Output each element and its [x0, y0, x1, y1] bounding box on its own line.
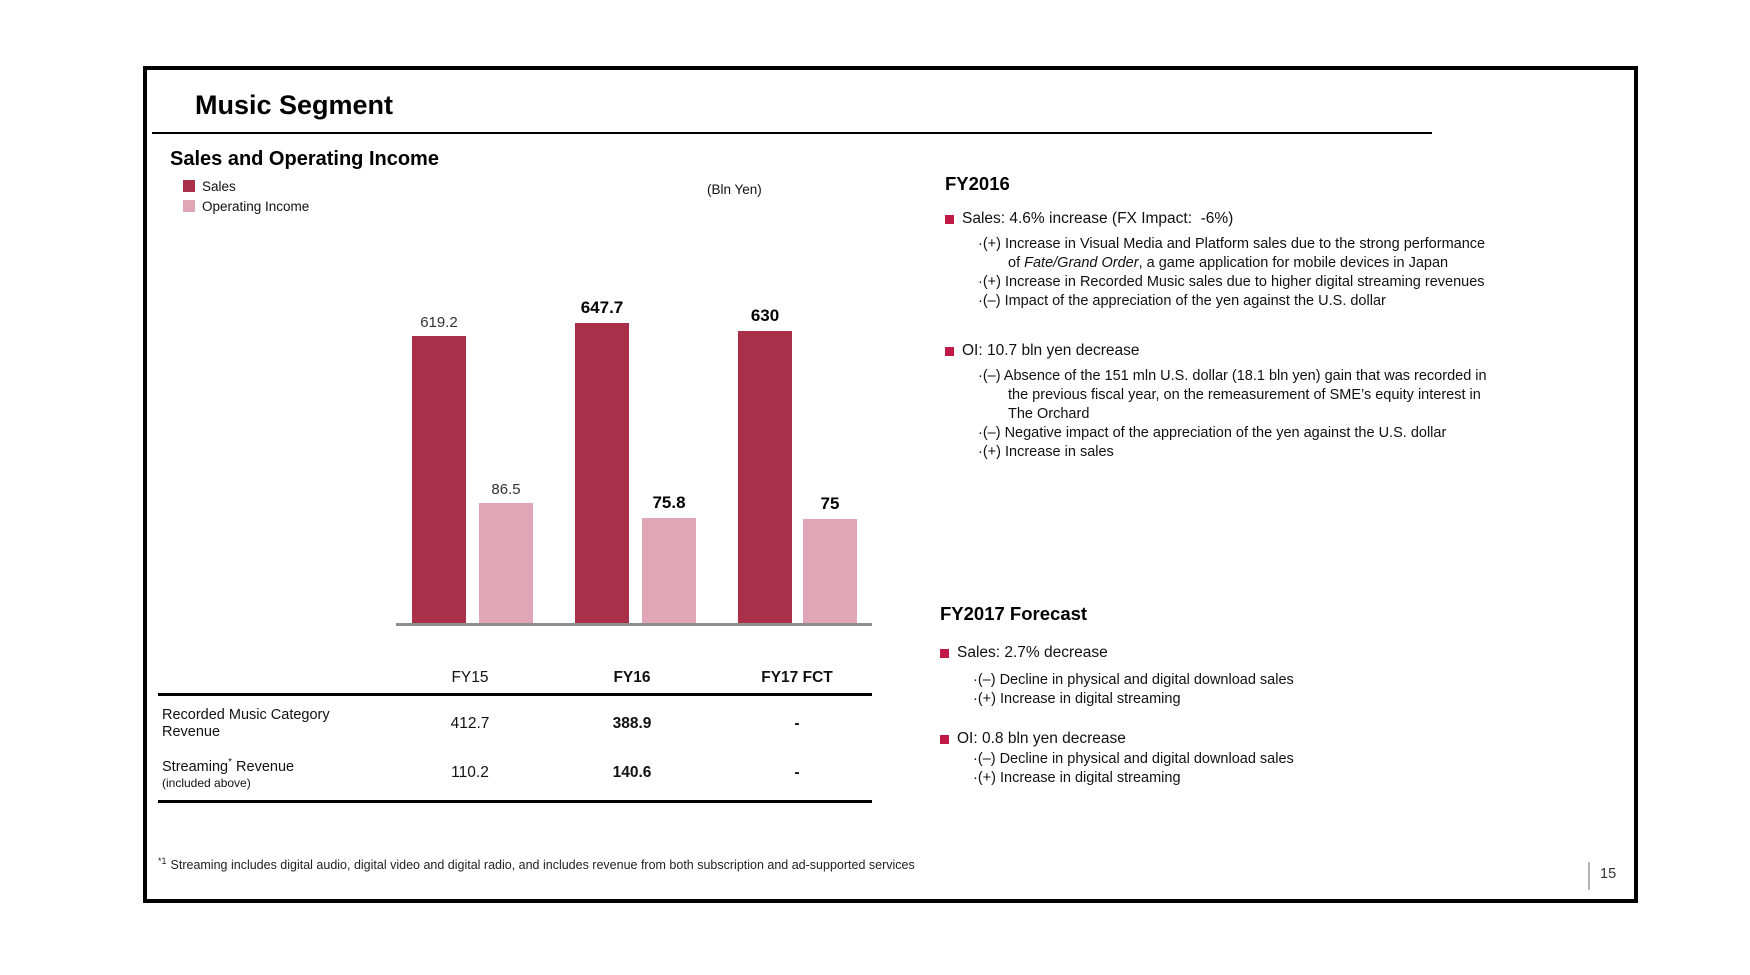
cell-recorded-fy17: - [794, 715, 800, 732]
sub-bullet: ·(–) Impact of the appreciation of the y… [978, 293, 1386, 309]
sub-bullet: ·(–) Absence of the 151 mln U.S. dollar … [978, 368, 1491, 422]
bar-operating-income-fy16 [642, 518, 696, 623]
fy2016-sales-bullet: Sales: 4.6% increase (FX Impact: -6%) [945, 209, 1545, 228]
table-row: Streaming* Revenue (included above) 110.… [158, 746, 872, 803]
page-number: 15 [1600, 866, 1617, 882]
sub-bullet: ·(–) Decline in physical and digital dow… [973, 751, 1294, 767]
operating-income-swatch-icon [183, 200, 195, 212]
bar-value-label-operating-income-fy16: 75.8 [652, 493, 686, 512]
chart-legend: Sales Operating Income [183, 176, 309, 216]
table-header-fy17-fct: FY17 FCT [761, 669, 833, 686]
sub-bullet: ·(+) Increase in digital streaming [973, 691, 1181, 707]
fy2017-oi-bullet: OI: 0.8 bln yen decrease [940, 729, 1540, 748]
cell-recorded-fy15: 412.7 [450, 715, 490, 732]
bar-sales-fy17-fct [738, 331, 792, 623]
bar-operating-income-fy17-fct [803, 519, 857, 623]
bar-sales-fy15 [412, 336, 466, 623]
footnote-marker: *1 [158, 856, 167, 866]
bar-value-label-operating-income-fy15: 86.5 [491, 481, 521, 498]
bullet-square-icon [940, 735, 949, 744]
legend-label-operating-income: Operating Income [202, 198, 310, 214]
table-row: Recorded Music Category Revenue 412.7 38… [158, 696, 872, 746]
bar-value-label-operating-income-fy17-fct: 75 [820, 494, 840, 513]
asterisk-icon: * [228, 756, 232, 768]
bar-sales-fy16 [575, 323, 629, 623]
footnote: *1 Streaming includes digital audio, digi… [158, 856, 915, 873]
fy2016-sales-subbullets: ·(+) Increase in Visual Media and Platfo… [978, 235, 1498, 311]
row-label-streaming: Streaming* Revenue (included above) [162, 756, 295, 791]
fy2016-section: FY2016 Sales: 4.6% increase (FX Impact: … [945, 173, 1545, 462]
legend-item-operating-income: Operating Income [183, 196, 309, 216]
unit-label: (Bln Yen) [707, 182, 762, 197]
bullet-square-icon [940, 649, 949, 658]
slide: Music Segment Sales and Operating Income… [143, 66, 1638, 903]
bullet-square-icon [945, 347, 954, 356]
cell-streaming-fy16: 140.6 [612, 764, 652, 781]
fy2017-sales-subbullets: ·(–) Decline in physical and digital dow… [973, 671, 1493, 709]
table-header-fy16: FY16 [613, 669, 651, 686]
bar-value-label-sales-fy15: 619.2 [420, 314, 458, 331]
sub-bullet: ·(–) Decline in physical and digital dow… [973, 672, 1294, 688]
bar-operating-income-fy15 [479, 503, 533, 623]
fy2017-section: FY2017 Forecast Sales: 2.7% decrease ·(–… [940, 603, 1540, 788]
cell-streaming-fy15: 110.2 [451, 764, 489, 781]
sub-bullet: ·(+) Increase in sales [978, 444, 1114, 460]
sub-bullet: ·(+) Increase in Visual Media and Platfo… [978, 236, 1490, 271]
row-label-recorded-music: Recorded Music Category Revenue [162, 707, 330, 740]
table-header-empty [158, 687, 398, 693]
sub-bullet: ·(–) Negative impact of the appreciation… [978, 425, 1447, 441]
legend-item-sales: Sales [183, 176, 309, 196]
fy2016-oi-subbullets: ·(–) Absence of the 151 mln U.S. dollar … [978, 367, 1498, 462]
page-title: Music Segment [195, 90, 394, 120]
fy2017-oi-subbullets: ·(–) Decline in physical and digital dow… [973, 750, 1493, 788]
bar-value-label-sales-fy16: 647.7 [580, 298, 624, 317]
fy2017-heading: FY2017 Forecast [940, 603, 1088, 624]
fy2016-oi-bullet: OI: 10.7 bln yen decrease [945, 341, 1545, 360]
chart-heading: Sales and Operating Income [170, 148, 439, 170]
page-number-divider [1588, 862, 1590, 890]
cell-streaming-fy17: - [794, 764, 800, 781]
sales-swatch-icon [183, 180, 195, 192]
bar-chart: 619.2 86.5 647.7 75.8 630 75 [396, 298, 872, 626]
fy2017-sales-bullet: Sales: 2.7% decrease [940, 643, 1540, 662]
table-header-fy15: FY15 [451, 669, 489, 686]
cell-recorded-fy16: 388.9 [612, 715, 652, 732]
fy2016-heading: FY2016 [945, 173, 1010, 194]
legend-label-sales: Sales [202, 178, 236, 194]
table-header-row: FY15 FY16 FY17 FCT [158, 661, 872, 696]
bar-value-label-sales-fy17-fct: 630 [750, 306, 780, 325]
sub-bullet: ·(+) Increase in Recorded Music sales du… [978, 274, 1485, 290]
title-rule [152, 132, 1432, 134]
sub-bullet: ·(+) Increase in digital streaming [973, 770, 1181, 786]
bullet-square-icon [945, 215, 954, 224]
data-table: FY15 FY16 FY17 FCT Recorded Music Catego… [158, 661, 872, 803]
